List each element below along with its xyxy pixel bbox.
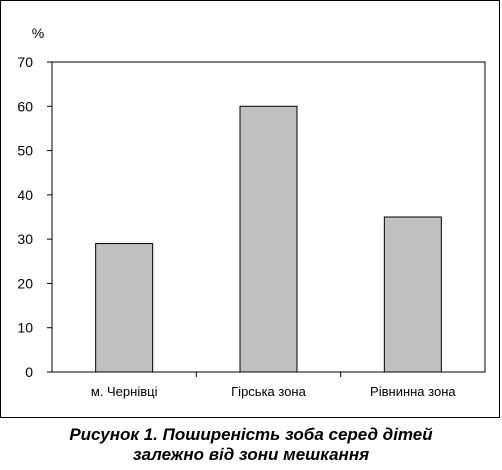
y-axis-label: % xyxy=(32,25,44,41)
y-ticks: 0 10 20 30 40 50 60 70 xyxy=(17,54,52,380)
x-tick-label: м. Чернівці xyxy=(91,384,158,399)
y-tick-label: 20 xyxy=(17,275,33,291)
figure-caption: Рисунок 1. Поширеність зоба серед дітей … xyxy=(0,425,502,465)
x-tick-labels: м. Чернівці Гірська зона Рівнинна зона xyxy=(91,372,456,399)
y-tick-label: 70 xyxy=(17,54,33,70)
bar xyxy=(95,243,154,373)
bar xyxy=(239,105,298,373)
caption-line-1: Рисунок 1. Поширеність зоба серед дітей xyxy=(69,425,433,444)
y-tick-label: 30 xyxy=(17,231,33,247)
chart-frame xyxy=(0,0,500,418)
y-tick-label: 60 xyxy=(17,98,33,114)
x-tick-label: Рівнинна зона xyxy=(370,384,456,399)
y-tick-label: 50 xyxy=(17,143,33,159)
x-tick-label: Гірська зона xyxy=(231,384,306,399)
y-tick-label: 40 xyxy=(17,187,33,203)
caption-line-2: залежно від зони мешкання xyxy=(132,445,370,464)
y-tick-label: 0 xyxy=(25,364,33,380)
bar xyxy=(383,216,442,373)
bars xyxy=(95,105,442,373)
y-tick-label: 10 xyxy=(17,320,33,336)
plot-area xyxy=(51,61,486,373)
bar-chart: % 0 10 20 30 40 50 60 70 м. Чернівці Гірська зон… xyxy=(17,25,486,399)
